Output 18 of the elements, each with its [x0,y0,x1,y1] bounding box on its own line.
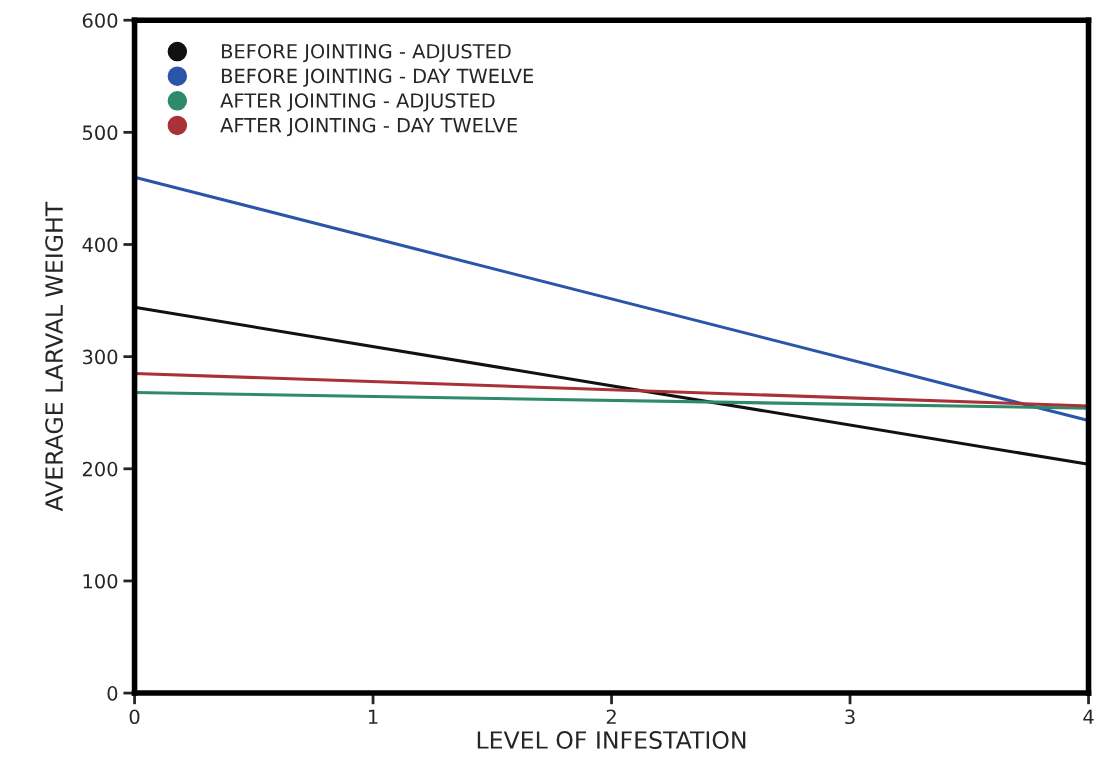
y-tick-label: 500 [82,125,118,141]
x-tick-label: 0 [129,709,140,725]
y-axis-title: AVERAGE LARVAL WEIGHT [45,201,64,512]
x-tick-label: 2 [606,709,616,724]
legend-label: BEFORE JOINTING - ADJUSTED [222,43,511,63]
legend-label: AFTER JOINTING - ADJUSTED [220,93,495,112]
x-tick-label: 1 [369,709,378,724]
legend-label: AFTER JOINTING - DAY TWELVE [220,117,517,137]
x-tick-label: 3 [845,709,855,725]
y-tick-label: 300 [82,349,118,365]
x-axis-title: LEVEL OF INFESTATION [477,731,746,749]
y-tick-label: 100 [83,573,118,589]
y-tick-label: 200 [82,461,118,477]
y-tick-label: 400 [82,237,118,253]
legend-label: BEFORE JOINTING - DAY TWELVE [222,68,534,87]
y-tick-label: 600 [82,13,118,28]
x-tick-label: 4 [1083,709,1094,724]
y-tick-label: 0 [107,686,118,701]
